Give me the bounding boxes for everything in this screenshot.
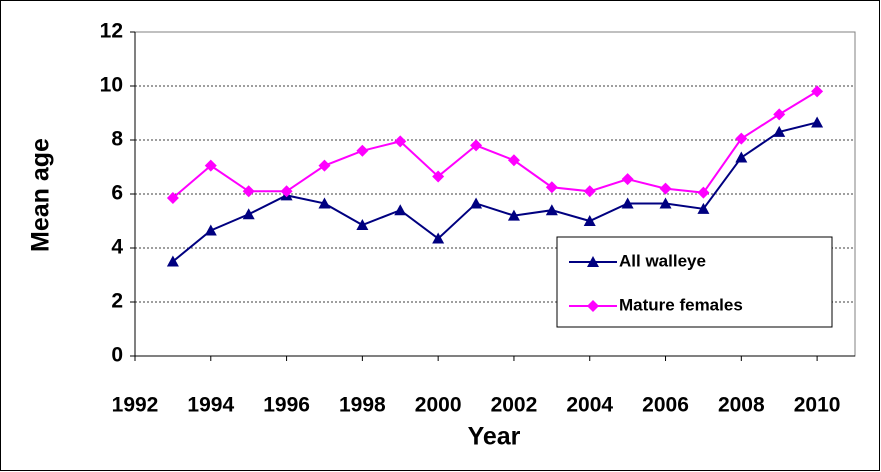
triangle-marker xyxy=(204,224,217,236)
diamond-marker xyxy=(242,185,255,198)
x-tick-label: 1996 xyxy=(263,394,310,417)
diamond-marker xyxy=(659,182,672,195)
diamond-marker xyxy=(507,154,520,167)
series-line xyxy=(172,90,818,199)
triangle-marker xyxy=(507,209,520,221)
x-tick-label: 2004 xyxy=(566,394,613,417)
x-tick-label: 1998 xyxy=(339,394,386,417)
diamond-marker xyxy=(318,159,331,172)
diamond-marker xyxy=(432,170,445,183)
triangle-marker xyxy=(545,204,558,216)
triangle-marker xyxy=(735,151,748,163)
diamond-marker xyxy=(587,300,599,312)
triangle-marker xyxy=(166,255,179,267)
x-tick-label: 1994 xyxy=(187,394,234,417)
triangle-marker xyxy=(583,215,596,226)
x-tick-label: 2008 xyxy=(718,394,765,417)
diamond-marker xyxy=(811,85,824,98)
triangle-marker xyxy=(587,256,599,267)
triangle-marker xyxy=(773,125,786,137)
y-tick-label: 6 xyxy=(111,182,123,205)
x-tick-label: 2010 xyxy=(794,394,841,417)
y-tick-label: 4 xyxy=(111,236,123,259)
triangle-marker xyxy=(697,202,710,214)
diamond-marker xyxy=(356,144,369,157)
series-line xyxy=(172,121,818,263)
diamond-marker xyxy=(280,185,293,198)
y-tick-label: 8 xyxy=(111,128,123,151)
y-axis-title: Mean age xyxy=(27,138,55,252)
diamond-marker xyxy=(204,159,217,172)
legend-label: All walleye xyxy=(619,251,706,270)
diamond-marker xyxy=(166,192,179,205)
x-tick-label: 1992 xyxy=(112,394,159,417)
x-tick-label: 2002 xyxy=(491,394,538,417)
triangle-marker xyxy=(242,208,255,220)
diamond-marker xyxy=(545,181,558,194)
legend-label: Mature females xyxy=(619,295,743,314)
triangle-marker xyxy=(659,197,672,209)
legend: All walleye Mature females xyxy=(556,236,833,328)
triangle-marker xyxy=(470,197,483,209)
diamond-marker xyxy=(470,139,483,152)
diamond-marker xyxy=(773,108,786,121)
x-axis-title: Year xyxy=(468,423,521,451)
y-tick-label: 2 xyxy=(111,290,123,313)
y-tick-label: 0 xyxy=(111,344,123,367)
diamond-marker xyxy=(583,185,596,198)
legend-box xyxy=(556,236,833,328)
triangle-marker xyxy=(318,197,331,209)
diamond-marker xyxy=(394,135,407,148)
triangle-marker xyxy=(621,197,634,209)
diamond-marker xyxy=(621,173,634,186)
diamond-marker xyxy=(735,132,748,145)
x-tick-label: 2000 xyxy=(415,394,462,417)
y-tick-label: 12 xyxy=(100,20,123,43)
triangle-marker xyxy=(811,116,824,128)
diamond-marker xyxy=(697,186,710,199)
triangle-marker xyxy=(356,219,369,231)
y-tick-label: 10 xyxy=(100,74,123,97)
x-tick-label: 2006 xyxy=(642,394,689,417)
triangle-marker xyxy=(394,204,407,216)
triangle-marker xyxy=(432,232,445,244)
